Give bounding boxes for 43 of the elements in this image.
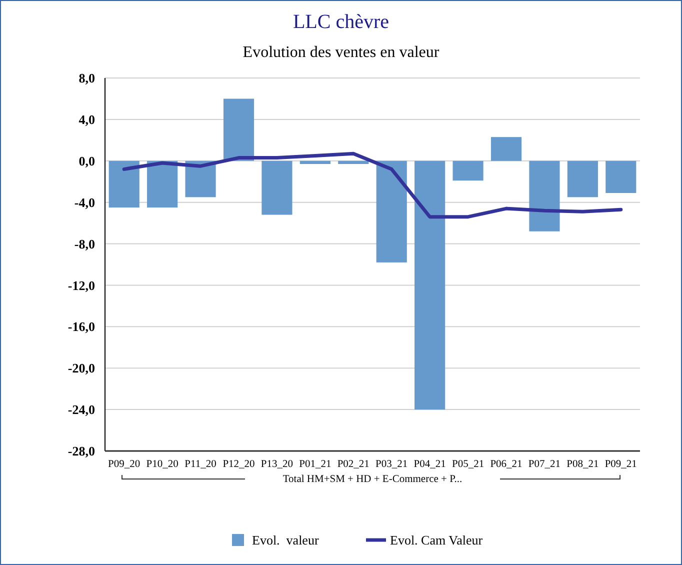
- y-tick-label: -12,0: [68, 278, 95, 293]
- x-tick-label: P10_20: [146, 459, 178, 470]
- x-tick-label: P01_21: [299, 459, 332, 470]
- bar: [414, 160, 446, 410]
- x-tick-label: P07_21: [528, 459, 561, 470]
- bar: [108, 160, 140, 208]
- y-tick-label: -4,0: [74, 194, 95, 210]
- y-tick-label: 8,0: [78, 70, 95, 86]
- bar: [147, 160, 178, 208]
- x-tick-label: P03_21: [376, 459, 408, 470]
- y-tick-label: 0,0: [78, 153, 95, 168]
- bar: [452, 160, 484, 181]
- y-tick-label: -20,0: [68, 360, 95, 376]
- x-tick-label: P06_21: [490, 459, 522, 470]
- y-tick-label: -16,0: [68, 319, 95, 334]
- x-tick-label: P13_20: [260, 459, 294, 470]
- x-tick-label: P04_21: [414, 459, 446, 470]
- bar: [300, 160, 330, 164]
- chart-subtitle: Evolution des ventes en valeur: [242, 44, 440, 61]
- bar: [529, 160, 560, 232]
- y-tick-label: -8,0: [74, 236, 95, 252]
- x-tick-label: P08_21: [566, 459, 599, 470]
- bar: [567, 160, 598, 198]
- bar: [606, 160, 636, 194]
- bar: [490, 137, 522, 161]
- x-tick-label: P11_20: [184, 459, 216, 470]
- y-tick-label: -28,0: [68, 444, 95, 459]
- x-tick-label: P12_20: [222, 459, 255, 470]
- line-series: [122, 152, 623, 219]
- legend-label: Evol. Cam Valeur: [390, 532, 484, 548]
- chart-title: LLC chèvre: [292, 11, 390, 33]
- x-tick-label: P02_21: [337, 459, 370, 470]
- x-tick-label: P09_21: [604, 459, 637, 470]
- x-tick-label: P05_21: [452, 459, 484, 470]
- x-tick-label: P09_20: [108, 459, 140, 470]
- y-tick-label: -24,0: [68, 402, 95, 418]
- bar: [376, 160, 407, 262]
- bar: [223, 98, 254, 161]
- y-tick-label: 4,0: [78, 112, 95, 127]
- bar: [262, 160, 292, 215]
- x-axis-title: Total HM+SM + HD + E-Commerce + P...: [282, 474, 462, 485]
- bar: [338, 160, 369, 164]
- legend-label: Evol. valeur: [252, 532, 320, 548]
